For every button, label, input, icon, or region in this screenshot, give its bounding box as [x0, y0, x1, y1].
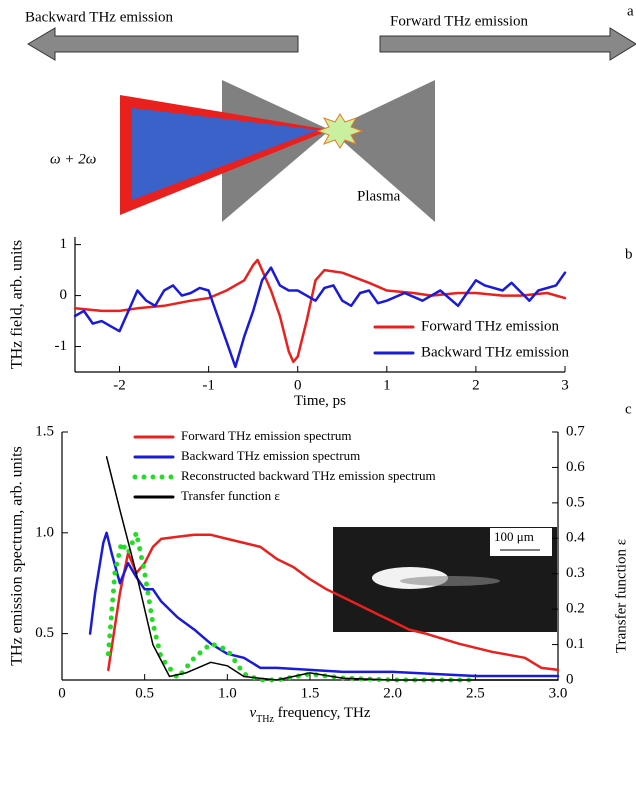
x-tick-label: 0 — [58, 685, 66, 701]
x-tick-label: 1.5 — [301, 685, 320, 701]
x-tick-label: 1.0 — [218, 685, 237, 701]
inset-tail — [400, 576, 500, 586]
y2-tick-label: 0.3 — [566, 565, 585, 581]
panel-label: c — [625, 401, 632, 417]
y-tick-label: 0.5 — [35, 625, 54, 641]
x-label-text: frequency, THz — [274, 705, 371, 721]
y2-tick-label: 0.6 — [566, 459, 585, 475]
y-tick-label: -1 — [55, 338, 68, 354]
y-axis-label: THz emission spectrum, arb. units — [9, 446, 26, 666]
y-tick-label: 0 — [60, 287, 68, 303]
scale-box — [490, 528, 552, 556]
y-axis-label: THz field, arb. units — [9, 240, 26, 369]
legend-label: Backward THz emission — [421, 344, 570, 360]
scale-label: 100 μm — [494, 529, 534, 544]
x-tick-label: 0.5 — [135, 685, 154, 701]
y2-tick-label: 0.4 — [566, 530, 585, 546]
beam-label: ω + 2ω — [50, 151, 96, 167]
y2-tick-label: 0.2 — [566, 601, 585, 617]
y2-tick-label: 0 — [566, 671, 574, 687]
series-line — [73, 258, 567, 364]
panel-label: b — [625, 246, 633, 262]
legend-label: Reconstructed backward THz emission spec… — [181, 468, 436, 483]
panel-label: a — [627, 3, 634, 19]
series-line — [105, 530, 478, 683]
series-line — [107, 533, 560, 672]
legend-label: Transfer function ε — [181, 488, 280, 503]
y2-axis-label: Transfer function ε — [613, 539, 629, 653]
x-label-subscript: THz — [256, 714, 274, 725]
y2-tick-label: 0.7 — [566, 423, 585, 439]
beam-inner — [132, 108, 318, 200]
y-tick-label: 1.5 — [35, 423, 54, 439]
x-tick-label: -2 — [113, 377, 126, 393]
x-axis-label: Time, ps — [294, 393, 346, 409]
legend-label: Forward THz emission spectrum — [181, 428, 352, 443]
plasma-label: Plasma — [357, 188, 401, 204]
series-line — [73, 266, 567, 369]
x-tick-label: 2 — [472, 377, 480, 393]
y-tick-label: 1 — [60, 236, 68, 252]
x-tick-label: 0 — [294, 377, 302, 393]
legend-label: Forward THz emission — [421, 318, 560, 334]
backward-arrow — [27, 27, 299, 61]
x-tick-label: 3 — [561, 377, 569, 393]
x-axis-label: νTHz frequency, THz — [249, 705, 370, 724]
plasma-star — [316, 113, 364, 149]
x-tick-label: 3.0 — [549, 685, 568, 701]
cone-right — [330, 80, 435, 222]
backward-label: Backward THz emission — [25, 9, 174, 25]
x-tick-label: 2.5 — [466, 685, 485, 701]
x-tick-label: 2.0 — [383, 685, 402, 701]
series-line — [105, 456, 559, 681]
y2-tick-label: 0.1 — [566, 636, 585, 652]
x-tick-label: 1 — [383, 377, 391, 393]
series-line — [88, 531, 560, 678]
x-tick-label: -1 — [202, 377, 215, 393]
forward-label: Forward THz emission — [390, 13, 529, 29]
x-label-text: Time, ps — [294, 393, 346, 409]
forward-arrow — [379, 27, 636, 61]
x-label-symbol: ν — [249, 705, 256, 721]
y2-tick-label: 0.5 — [566, 494, 585, 510]
legend-label: Backward THz emission spectrum — [181, 448, 360, 463]
y-tick-label: 1.0 — [35, 524, 54, 540]
